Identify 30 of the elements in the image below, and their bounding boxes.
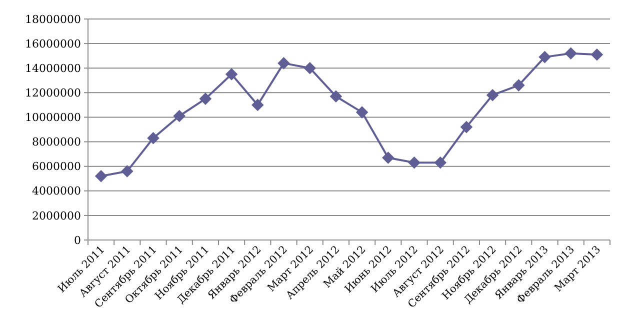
point [512,79,525,92]
point [120,165,134,178]
y-tick-label: 4000000 [32,184,81,198]
y-tick-label: 2000000 [32,209,81,222]
point [460,120,473,134]
y-tick-label: 14000000 [25,62,81,75]
point [147,132,160,144]
point [382,152,394,164]
point [304,62,316,74]
y-tick-label: 12000000 [25,86,81,100]
y-tick-label: 16000000 [25,37,81,50]
point [251,98,264,112]
y-tick-label: 6000000 [32,160,81,174]
point [486,88,499,102]
point [538,50,551,64]
point [330,90,342,103]
y-tick-label: 0 [74,234,81,247]
point [590,48,604,61]
point [94,170,108,182]
point [173,110,186,122]
point [408,156,420,169]
point [356,106,368,118]
y-tick-label: 8000000 [32,136,81,149]
point [278,57,290,70]
point [225,68,238,80]
y-tick-label: 10000000 [25,111,81,124]
point [434,156,447,169]
y-tick-label: 18000000 [25,12,81,26]
point [564,47,578,60]
point [199,92,212,105]
